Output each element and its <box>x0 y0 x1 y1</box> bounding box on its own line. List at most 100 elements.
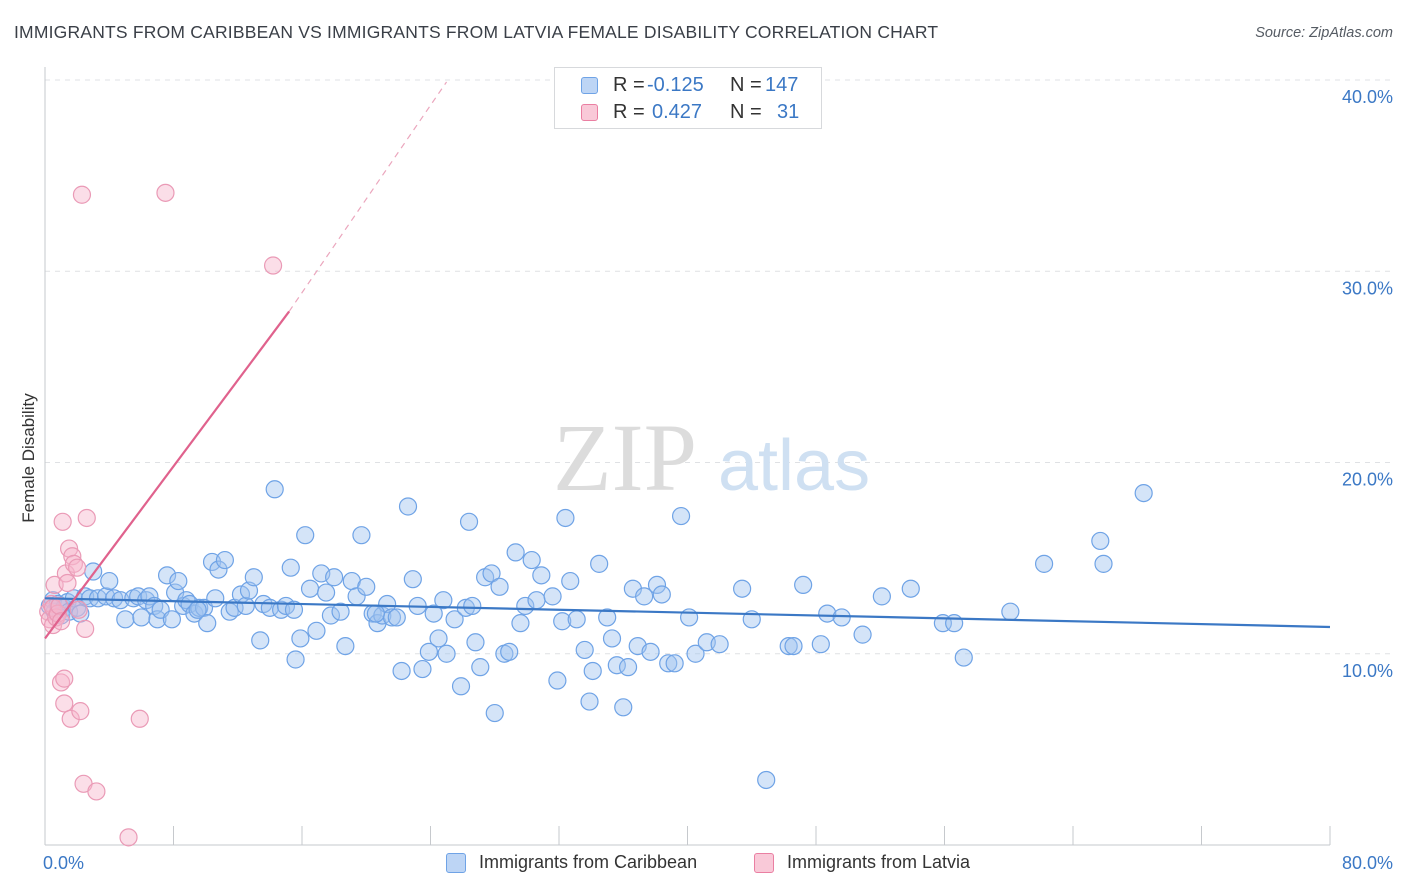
caribbean-swatch-icon <box>581 77 598 94</box>
caribbean-point <box>471 658 490 677</box>
latvia-point <box>69 600 88 619</box>
r-label: R = <box>613 101 645 123</box>
caribbean-point <box>198 614 217 633</box>
latvia-point <box>119 828 138 847</box>
caribbean-point <box>206 589 225 608</box>
caribbean-point <box>635 587 654 606</box>
caribbean-swatch-icon <box>446 853 466 873</box>
n-value: 147 <box>765 74 799 96</box>
caribbean-point <box>132 608 151 627</box>
caribbean-point <box>116 610 135 629</box>
caribbean-point <box>659 654 678 673</box>
caribbean-point <box>239 581 259 600</box>
caribbean-point <box>331 602 350 621</box>
caribbean-point <box>583 661 602 681</box>
latvia-point <box>51 612 71 631</box>
caribbean-point <box>424 604 443 623</box>
legend-label: Immigrants from Latvia <box>787 852 971 872</box>
caribbean-point <box>872 587 891 606</box>
caribbean-point <box>162 610 181 629</box>
caribbean-point <box>543 587 562 606</box>
caribbean-point <box>352 526 371 545</box>
latvia-point <box>71 702 90 721</box>
chart-title: IMMIGRANTS FROM CARIBBEAN VS IMMIGRANTS … <box>14 22 939 42</box>
caribbean-point <box>419 642 438 661</box>
latvia-point <box>76 619 95 638</box>
caribbean-point <box>818 604 837 623</box>
caribbean-point <box>387 608 406 627</box>
caribbean-point <box>281 558 300 577</box>
r-value: -0.125 <box>647 74 704 96</box>
caribbean-point <box>853 625 872 644</box>
latvia-point <box>55 669 74 688</box>
caribbean-point <box>527 591 546 610</box>
watermark-atlas: atlas <box>718 426 870 506</box>
series-caribbean-points <box>40 480 1153 790</box>
caribbean-point <box>614 698 633 717</box>
caribbean-point <box>954 648 973 667</box>
caribbean-point <box>300 579 320 598</box>
caribbean-point <box>434 591 453 610</box>
n-label: N = <box>730 74 762 96</box>
latvia-point <box>55 694 74 713</box>
caribbean-point <box>556 508 575 528</box>
caribbean-point <box>522 550 541 570</box>
caribbean-point <box>316 583 336 602</box>
r-label: R = <box>613 74 645 96</box>
y-tick-label: 20.0% <box>1342 470 1393 490</box>
caribbean-point <box>336 636 355 656</box>
latvia-point <box>77 508 96 528</box>
caribbean-point <box>757 770 776 790</box>
caribbean-point <box>710 635 729 654</box>
caribbean-point <box>641 642 660 661</box>
caribbean-point <box>733 579 752 598</box>
stats-row-caribbean: R = -0.125 N = 147 <box>555 74 821 101</box>
latvia-trend-extension <box>288 81 448 312</box>
caribbean-point <box>1134 484 1153 503</box>
caribbean-point <box>482 564 501 583</box>
grid-lines <box>45 79 1392 655</box>
latvia-point <box>156 183 175 202</box>
caribbean-point <box>451 677 471 696</box>
caribbean-point <box>403 570 422 589</box>
caribbean-point <box>244 568 263 587</box>
caribbean-point <box>500 642 519 661</box>
latvia-point <box>63 547 82 566</box>
caribbean-point <box>686 644 705 663</box>
caribbean-point <box>236 596 255 616</box>
caribbean-point <box>251 631 270 650</box>
trend-lines <box>44 81 1331 640</box>
caribbean-point <box>784 636 803 656</box>
caribbean-point <box>366 604 385 623</box>
caribbean-point <box>321 606 341 625</box>
caribbean-point <box>598 608 617 627</box>
caribbean-point <box>291 629 310 648</box>
caribbean-point <box>561 571 580 591</box>
caribbean-point <box>265 480 284 499</box>
caribbean-point <box>1001 602 1020 621</box>
caribbean-point <box>325 568 344 587</box>
caribbean-point <box>429 629 448 648</box>
caribbean-point <box>580 692 599 711</box>
y-tick-label: 40.0% <box>1342 87 1393 107</box>
y-tick-label: 30.0% <box>1342 278 1393 298</box>
caribbean-point <box>511 614 530 633</box>
caribbean-point <box>665 654 684 673</box>
r-value: 0.427 <box>652 101 703 123</box>
latvia-trend-line <box>44 310 291 640</box>
caribbean-point <box>445 610 464 629</box>
caribbean-point <box>618 658 638 677</box>
caribbean-point <box>169 571 188 591</box>
caribbean-point <box>286 650 305 669</box>
caribbean-point <box>602 629 622 648</box>
caribbean-point <box>1091 531 1110 551</box>
caribbean-point <box>548 671 567 690</box>
caribbean-point <box>485 703 504 723</box>
caribbean-trend-line <box>44 597 1331 629</box>
caribbean-point <box>459 512 479 531</box>
series-latvia-points <box>39 183 283 847</box>
caribbean-point <box>307 621 326 640</box>
caribbean-point <box>590 554 609 573</box>
source-credit: Source: ZipAtlas.com <box>1255 25 1393 41</box>
